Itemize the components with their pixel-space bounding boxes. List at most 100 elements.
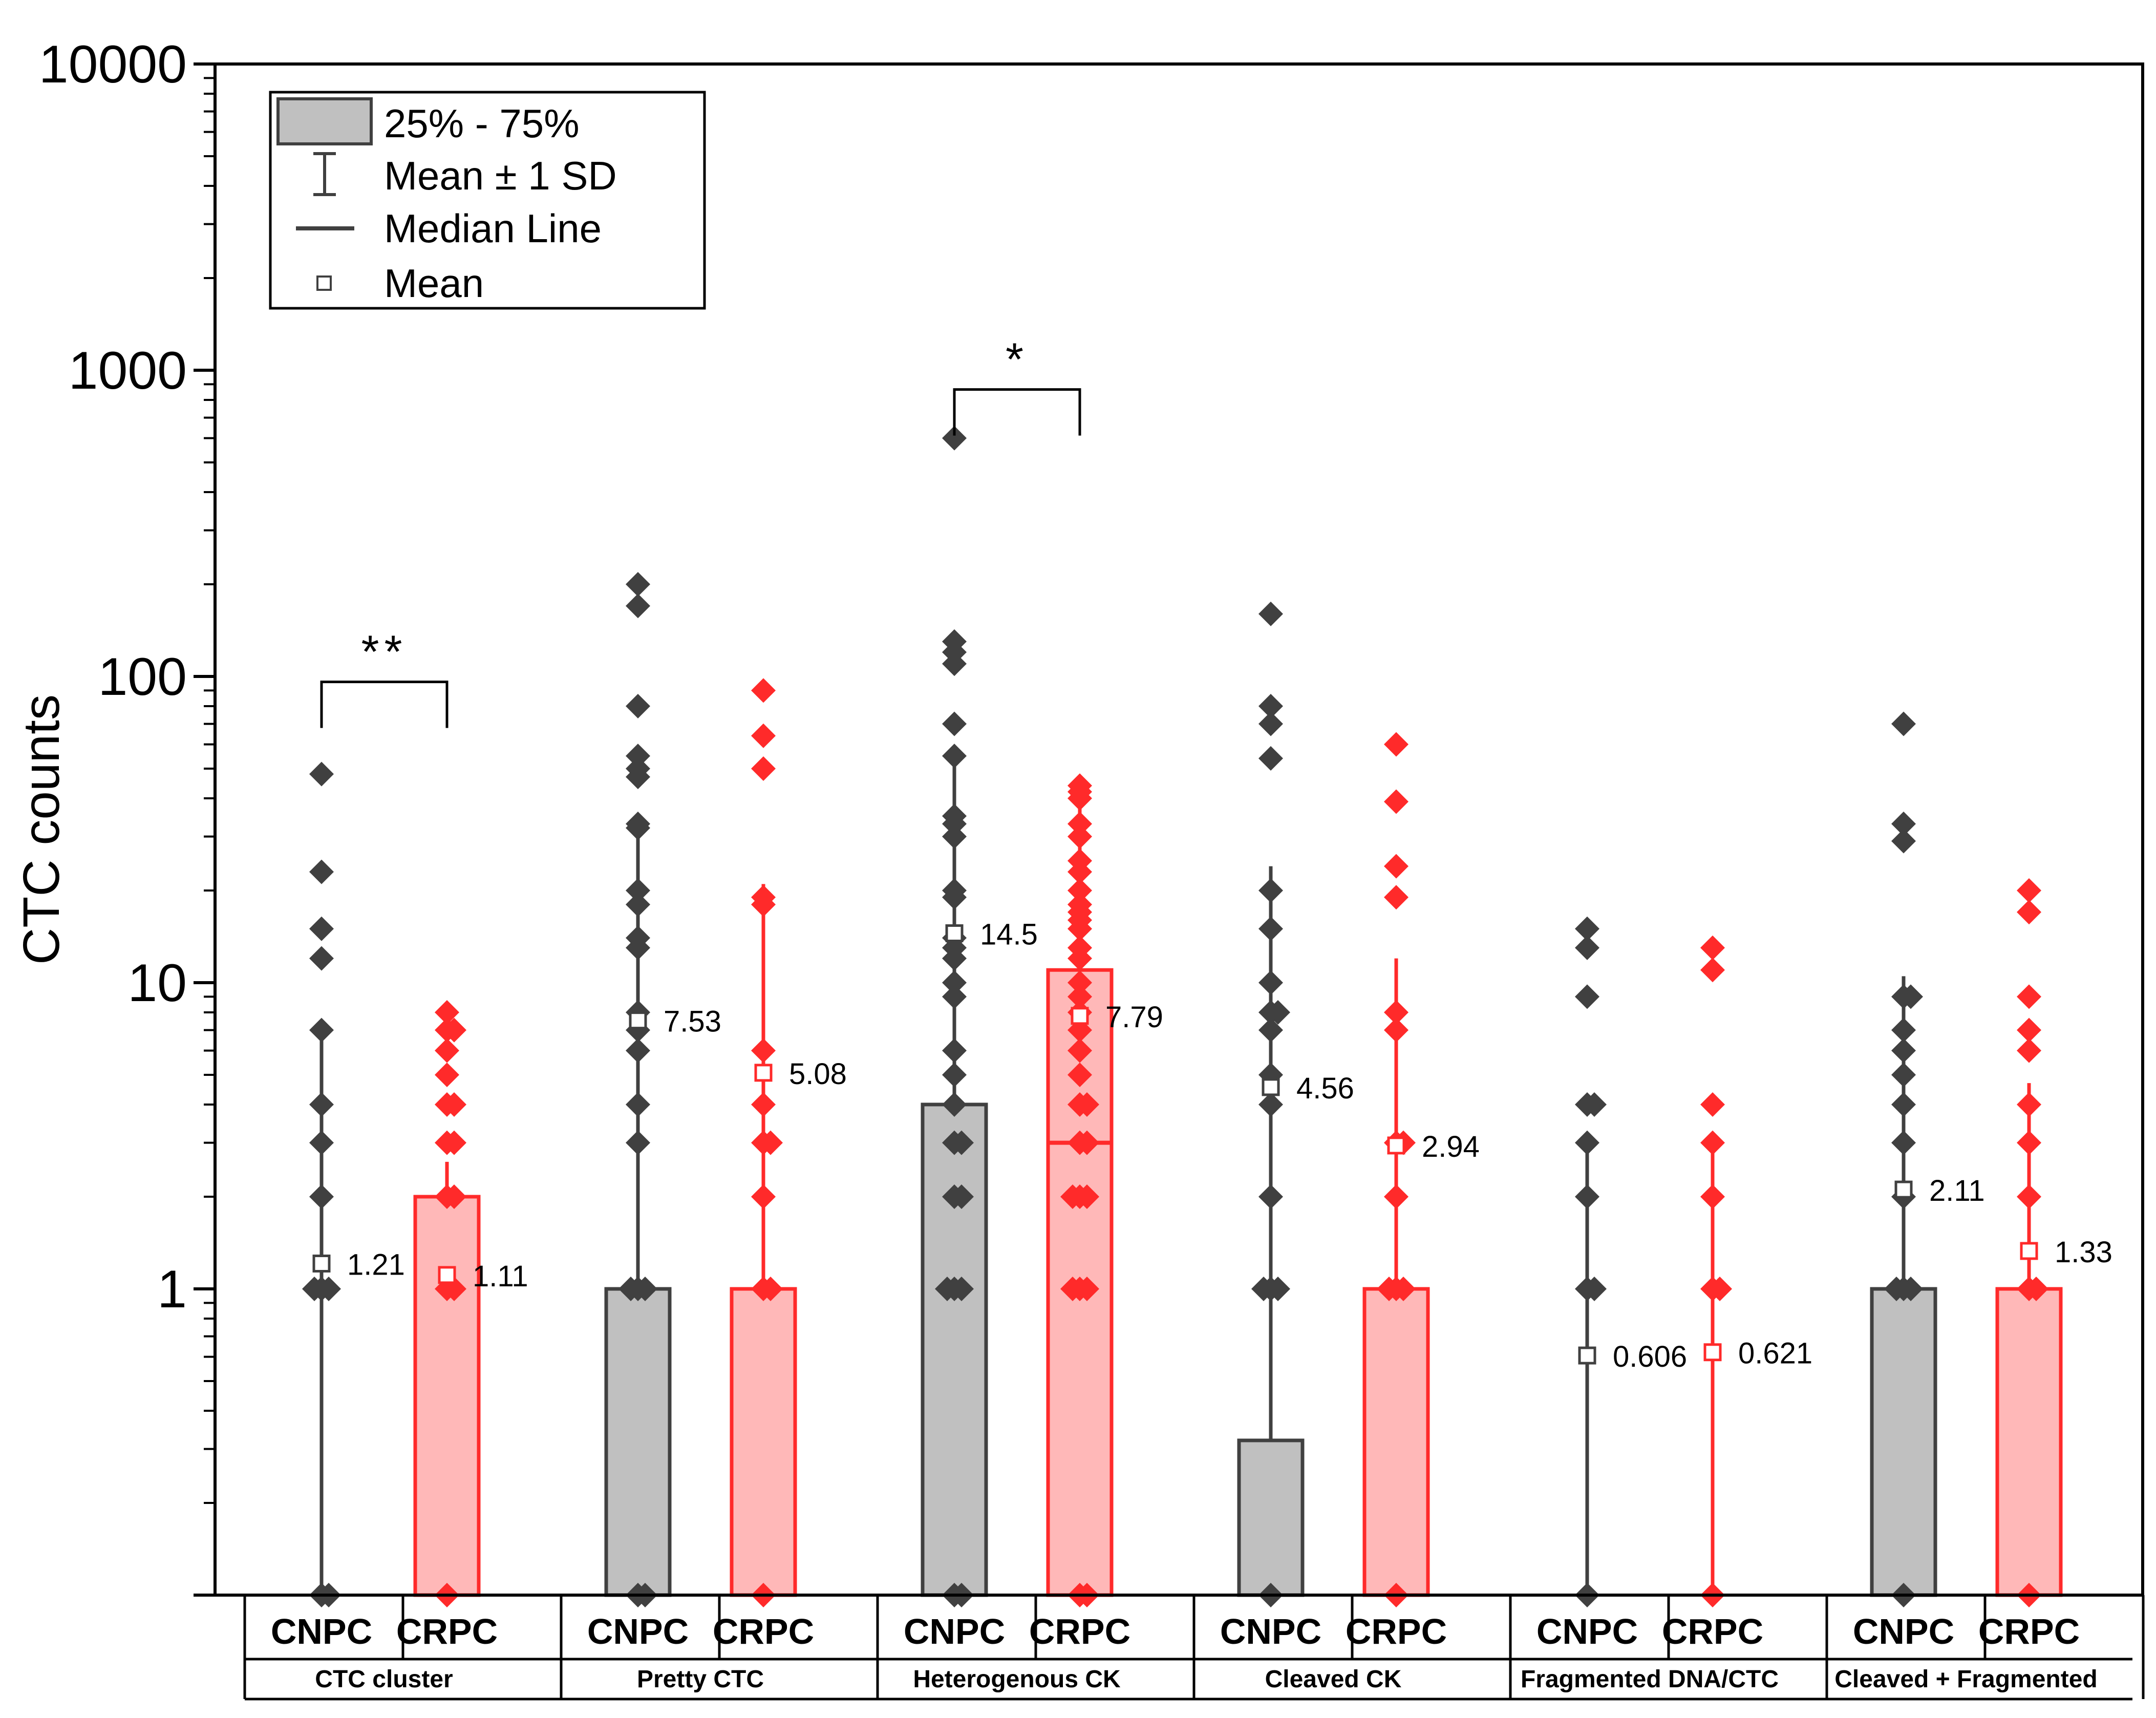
quartile-box [921, 1102, 988, 1597]
data-point [1384, 1000, 1408, 1025]
data-point [1384, 885, 1408, 910]
mean-marker [2020, 1242, 2038, 1260]
data-point [1258, 711, 1283, 736]
data-point [1700, 1092, 1725, 1117]
y-axis-title: CTC counts [13, 694, 70, 965]
data-point [2017, 1038, 2041, 1063]
data-point [626, 1092, 650, 1117]
legend-label-median: Median Line [384, 206, 602, 251]
data-point [1700, 935, 1725, 960]
data-point [751, 723, 776, 748]
data-point [942, 1063, 967, 1088]
y-tick-label: 1 [157, 1260, 187, 1319]
data-point [1258, 746, 1283, 771]
data-point [1575, 916, 1599, 941]
mean-markers: 1.21 1.11 7.53 5.08 14.5 7.79 4.56 2.94 0.606 0.6… [312, 918, 2112, 1373]
data-point [1884, 1277, 1909, 1301]
legend-label-quartile: 25% - 75% [384, 101, 580, 146]
data-point [626, 765, 650, 790]
data-point [751, 756, 776, 781]
data-point [626, 1130, 650, 1155]
data-point [1068, 1063, 1092, 1088]
mean-label: 0.606 [1613, 1340, 1687, 1373]
category-label: CNPC [1536, 1611, 1638, 1651]
data-point [1575, 935, 1599, 960]
data-point [442, 1130, 466, 1155]
data-point [1384, 854, 1408, 879]
data-point [1384, 1017, 1408, 1043]
data-point [1258, 1092, 1283, 1117]
data-point [1891, 829, 1916, 854]
data-point [2017, 1017, 2041, 1043]
category-label: CRPC [1346, 1611, 1447, 1651]
legend-box-swatch [276, 97, 373, 145]
group-label: Pretty CTC [637, 1666, 764, 1693]
data-point [949, 1130, 974, 1155]
mean-label: 5.08 [789, 1057, 847, 1091]
data-point [1898, 984, 1923, 1009]
data-point [2024, 1277, 2048, 1301]
data-point [1266, 1000, 1290, 1025]
data-point [2017, 1184, 2041, 1209]
data-point [309, 1130, 334, 1155]
category-label: CNPC [271, 1611, 372, 1651]
significance-mark: * [1006, 334, 1029, 386]
data-point [1258, 1184, 1283, 1209]
legend-label-mean: Mean [384, 261, 484, 306]
data-point [1575, 1184, 1599, 1209]
data-point [949, 1277, 974, 1301]
data-point [1384, 1184, 1408, 1209]
mean-label: 7.79 [1105, 1001, 1163, 1034]
data-point [942, 711, 967, 736]
data-point [942, 824, 967, 849]
quartile-box [1237, 1438, 1305, 1597]
mean-marker [1578, 1346, 1596, 1365]
mean-label: 14.5 [980, 918, 1038, 951]
data-point [1391, 1277, 1416, 1301]
data-point [751, 1184, 776, 1209]
data-point [626, 815, 650, 840]
data-point [442, 1092, 466, 1117]
category-label: CRPC [713, 1611, 814, 1651]
mean-marker [945, 924, 964, 943]
data-point [1068, 916, 1092, 941]
y-tick-label: 10000 [39, 35, 187, 94]
data-point [1068, 1038, 1092, 1063]
data-point [1582, 1277, 1607, 1301]
data-point [1068, 946, 1092, 971]
category-label: CNPC [1220, 1611, 1321, 1651]
mean-marker [1262, 1078, 1280, 1096]
data-point [1898, 1277, 1923, 1301]
data-point [751, 1092, 776, 1117]
quartile-box [1995, 1287, 2063, 1597]
category-label: CNPC [904, 1611, 1005, 1651]
y-tick-label: 10 [127, 953, 187, 1013]
data-point [1575, 984, 1599, 1009]
data-point [2017, 1130, 2041, 1155]
mean-label: 7.53 [664, 1005, 721, 1038]
data-point [1075, 1130, 1099, 1155]
data-point [1377, 1277, 1401, 1301]
data-point [309, 761, 334, 787]
whisker-icon [313, 152, 336, 196]
data-point [1384, 789, 1408, 814]
data-point [942, 970, 967, 995]
significance-bracket [953, 388, 1081, 436]
data-point [751, 1038, 776, 1063]
data-point [1068, 859, 1092, 884]
data-point [942, 426, 967, 451]
data-point [618, 1277, 643, 1301]
data-point [942, 1038, 967, 1063]
y-tick-label: 1000 [69, 341, 187, 400]
data-point [626, 693, 650, 718]
mean-marker [1071, 1007, 1089, 1025]
data-point [1384, 732, 1408, 757]
data-point [435, 1063, 459, 1088]
data-point [1891, 1092, 1916, 1117]
mean-marker [1894, 1180, 1913, 1199]
significance-bracket [320, 681, 449, 728]
data-point [1266, 1277, 1290, 1301]
data-point [1575, 1130, 1599, 1155]
legend-label-sd: Mean ± 1 SD [384, 153, 617, 198]
data-point [1891, 1038, 1916, 1063]
